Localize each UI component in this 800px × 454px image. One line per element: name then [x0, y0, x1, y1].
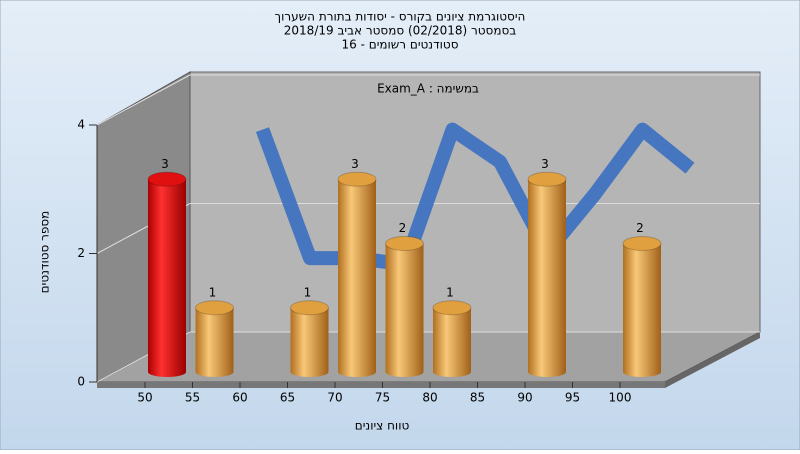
x-tick-label: 95	[565, 391, 580, 405]
data-label: 3	[541, 157, 549, 171]
x-tick-label: 75	[375, 391, 390, 405]
x-tick-label: 65	[280, 391, 295, 405]
bar-top	[147, 171, 187, 187]
bar-top	[290, 300, 329, 316]
data-label: 3	[351, 157, 359, 171]
bar	[433, 307, 471, 372]
bar-top	[195, 300, 234, 316]
chart-title: היסטוגרמת ציונים בקורס - יסודות בתורת הש…	[275, 10, 526, 24]
x-tick-label: 50	[137, 391, 152, 405]
bar	[290, 307, 329, 372]
data-label: 1	[209, 285, 217, 299]
data-label: 1	[304, 285, 312, 299]
bar	[385, 243, 424, 372]
bar	[195, 307, 234, 372]
bar	[338, 179, 376, 372]
floor-side	[665, 332, 760, 388]
bar-base	[195, 367, 234, 377]
chart-subtitle: סטודנטים רשומים - 16	[341, 38, 458, 52]
grid-line	[96, 74, 191, 126]
x-tick-label: 60	[232, 391, 247, 405]
x-tick-label: 85	[470, 391, 485, 405]
curve	[255, 122, 695, 272]
x-tick-label: 90	[517, 391, 532, 405]
y-tick-label: 2	[77, 246, 85, 260]
bar-base	[528, 367, 566, 377]
bar	[623, 243, 661, 372]
data-label: 2	[636, 221, 644, 235]
bar-base	[290, 367, 329, 377]
y-tick-label: 0	[77, 375, 85, 389]
annotation: Exam_A : במשימה	[377, 82, 479, 96]
bar-top	[337, 171, 377, 187]
x-tick-label: 55	[185, 391, 200, 405]
x-tick-label: 80	[422, 391, 437, 405]
data-label: 1	[446, 285, 454, 299]
bar-base	[623, 367, 661, 377]
bar-top	[527, 171, 567, 187]
y-axis-label: מספר סטודנטים	[38, 211, 52, 294]
bar	[148, 179, 186, 372]
bar-top	[622, 236, 662, 251]
bar-top	[432, 300, 472, 316]
floor-edge	[97, 382, 665, 388]
bar-base	[148, 367, 186, 377]
bar-base	[338, 367, 376, 377]
bar-base	[433, 367, 471, 377]
data-label: 2	[399, 221, 407, 235]
x-tick-label: 70	[327, 391, 342, 405]
x-axis-label: טווח ציונים	[355, 419, 410, 433]
bar-top	[385, 236, 424, 251]
y-tick-label: 4	[77, 118, 85, 132]
bar	[528, 179, 566, 372]
bar-base	[385, 367, 424, 377]
data-label: 3	[161, 157, 169, 171]
back-wall	[189, 71, 761, 333]
x-tick-label: 100	[609, 391, 632, 405]
chart-subtitle: בסמסטר (02/2018) סמסטר אביב 2018/19	[284, 24, 516, 38]
